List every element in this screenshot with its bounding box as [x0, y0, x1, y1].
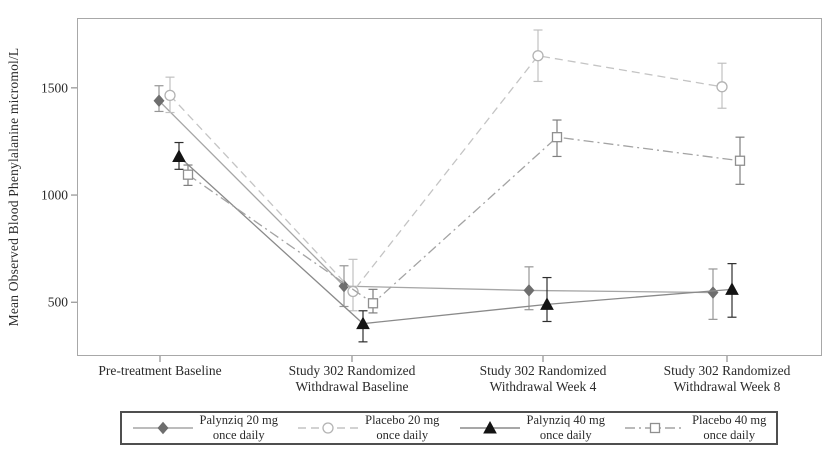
line-chart: 500 1000 1500 Pre-treatment Baseline Study 3… [41, 18, 822, 394]
series-line [187, 136, 741, 305]
data-point-marker [172, 149, 186, 162]
legend-label: Placebo 20 mg once daily [365, 413, 440, 442]
data-point-marker [725, 282, 739, 295]
series-square-open [182, 119, 746, 314]
x-category-label: Study 302 Randomized Withdrawal Baseline [289, 363, 416, 394]
legend-sample-square-open [625, 422, 686, 434]
legend-label: Palynziq 40 mg once daily [526, 413, 605, 442]
series-circle-open [164, 29, 728, 312]
legend-sample-circle-open [298, 422, 359, 434]
x-category-label: Pre-treatment Baseline [98, 363, 221, 378]
data-point-marker [707, 286, 719, 299]
legend-label: Placebo 40 mg once daily [692, 413, 767, 442]
series-diamond-filled [153, 85, 719, 320]
legend-entry: Placebo 20 mg once daily [297, 413, 439, 443]
data-point-marker [482, 420, 497, 434]
data-point-marker [347, 285, 359, 298]
data-point-marker [182, 169, 194, 180]
series-triangle-filled [172, 141, 739, 343]
legend-entry: Palynziq 20 mg once daily [132, 413, 278, 443]
data-point-marker [153, 94, 165, 107]
y-tick-label: 500 [48, 295, 69, 310]
data-point-marker [322, 422, 334, 434]
y-tick-label: 1000 [41, 188, 68, 203]
data-point-marker [523, 284, 535, 297]
data-point-marker [338, 279, 350, 293]
data-point-marker [157, 421, 169, 435]
error-bar [348, 258, 358, 312]
legend-label: Palynziq 20 mg once daily [199, 413, 279, 442]
plot-border [77, 18, 822, 356]
y-tick-label: 1500 [41, 80, 68, 95]
data-point-marker [716, 81, 728, 93]
series-line [178, 155, 733, 325]
data-point-marker [367, 298, 379, 309]
data-point-marker [532, 50, 544, 62]
x-category-label: Study 302 Randomized Withdrawal Week 4 [480, 363, 607, 394]
series-line [158, 100, 714, 294]
legend-entry: Palynziq 40 mg once daily [459, 413, 605, 443]
legend: Palynziq 20 mg once daily Placebo 20 mg onc… [120, 411, 778, 445]
legend-sample-diamond-filled [132, 421, 193, 435]
data-point-marker [356, 316, 370, 330]
x-category-label: Study 302 Randomized Withdrawal Week 8 [664, 363, 791, 394]
data-point-marker [551, 132, 563, 143]
legend-sample-triangle-filled [459, 420, 520, 434]
legend-entry: Placebo 40 mg once daily [624, 413, 766, 443]
series-line [169, 55, 723, 293]
data-point-marker [649, 422, 661, 434]
data-point-marker [734, 155, 746, 166]
data-point-marker [540, 297, 554, 310]
data-point-marker [164, 89, 176, 102]
